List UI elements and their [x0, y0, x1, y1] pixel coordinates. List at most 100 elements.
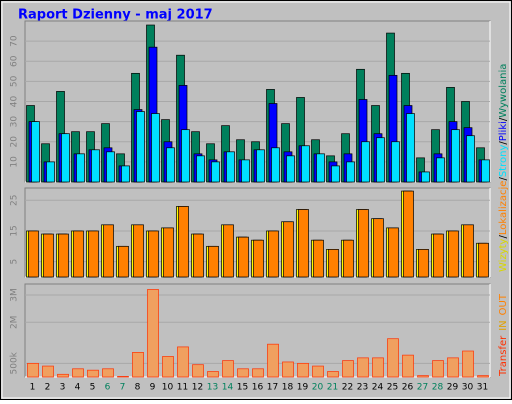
bar: [87, 369, 99, 378]
bar: [343, 239, 354, 278]
bar: [361, 141, 370, 183]
bar: [106, 151, 115, 183]
x-tick-label: 27: [417, 383, 428, 393]
bar: [193, 233, 204, 278]
bar: [406, 113, 415, 183]
bar: [151, 113, 160, 183]
legend-item: Lokalizacje: [498, 181, 509, 236]
bar: [163, 227, 174, 278]
bar: [226, 151, 235, 183]
bar: [267, 343, 279, 378]
bar: [297, 362, 309, 378]
bar: [241, 159, 250, 183]
legend: Wizyty/Lokalizacje/Strony/Pliki/Wywolani…: [498, 64, 509, 272]
x-tick-label: 10: [162, 383, 174, 393]
x-tick-label: 14: [222, 383, 234, 393]
bar: [436, 157, 445, 183]
bar: [222, 360, 234, 378]
bar: [223, 224, 234, 278]
bar: [72, 368, 84, 378]
bar: [447, 357, 459, 378]
bar: [462, 350, 474, 378]
bar: [177, 346, 189, 378]
bar: [27, 362, 39, 378]
bar: [466, 135, 475, 183]
bar: [301, 145, 310, 183]
bar: [388, 227, 399, 278]
bar: [88, 230, 99, 278]
bar: [162, 356, 174, 378]
x-tick-label: 24: [372, 383, 384, 393]
bar: [61, 133, 70, 183]
x-tick-label: 18: [282, 383, 294, 393]
y-tick-label: 3M: [10, 288, 20, 302]
bar: [117, 376, 129, 378]
bar: [357, 357, 369, 378]
bar: [433, 233, 444, 278]
bar: [91, 149, 100, 183]
y-tick-label: 10: [10, 156, 20, 168]
bar: [46, 161, 55, 183]
bar: [207, 371, 219, 378]
y-tick-label: 15: [10, 225, 20, 236]
bar: [136, 111, 145, 183]
legend-item: Strony: [498, 145, 509, 178]
bar: [252, 368, 264, 378]
bar: [237, 368, 249, 378]
bar: [391, 141, 400, 183]
x-tick-label: 16: [252, 383, 264, 393]
bar: [432, 360, 444, 378]
legend-item: OUT: [498, 293, 509, 315]
bar: [331, 165, 340, 183]
bar: [73, 230, 84, 278]
legend-item: Wizyty: [498, 238, 509, 272]
x-tick-label: 21: [327, 383, 338, 393]
bar: [192, 364, 204, 378]
x-tick-label: 3: [60, 383, 66, 393]
bar: [103, 224, 114, 278]
legend-separator: /: [498, 235, 509, 239]
bar: [478, 242, 489, 278]
x-tick-label: 20: [312, 383, 324, 393]
bar: [147, 289, 159, 378]
bar: [181, 129, 190, 183]
bar: [166, 147, 175, 183]
x-tick-label: 15: [237, 383, 248, 393]
bar: [316, 153, 325, 183]
legend-item: Pliki: [498, 121, 509, 141]
x-tick-label: 25: [387, 383, 398, 393]
legend-item: Transfer: [498, 335, 509, 377]
x-tick-label: 11: [177, 383, 188, 393]
bar: [283, 221, 294, 278]
bar: [403, 190, 414, 278]
bar: [271, 147, 280, 183]
bar: [256, 149, 265, 183]
bar: [387, 338, 399, 378]
bar: [148, 230, 159, 278]
bar: [448, 230, 459, 278]
bar: [133, 224, 144, 278]
x-tick-label: 8: [135, 383, 141, 393]
y-tick-label: 25: [10, 195, 20, 206]
bar: [208, 245, 219, 278]
bar: [286, 155, 295, 183]
bar: [418, 249, 429, 278]
bar: [373, 218, 384, 278]
x-tick-label: 2: [45, 383, 51, 393]
bar: [481, 159, 490, 183]
y-tick-label: 40: [10, 96, 20, 108]
bar: [372, 357, 384, 378]
bar: [313, 239, 324, 278]
bar: [312, 365, 324, 378]
bar: [298, 209, 309, 278]
x-tick-label: 26: [402, 383, 414, 393]
legend: Transfer IN OUT: [498, 293, 509, 377]
bar: [76, 153, 85, 183]
y-tick-label: 50: [10, 75, 20, 87]
x-tick-label: 17: [267, 383, 278, 393]
bar: [42, 365, 54, 378]
y-tick-label: 5: [10, 259, 20, 265]
bar: [28, 230, 39, 278]
